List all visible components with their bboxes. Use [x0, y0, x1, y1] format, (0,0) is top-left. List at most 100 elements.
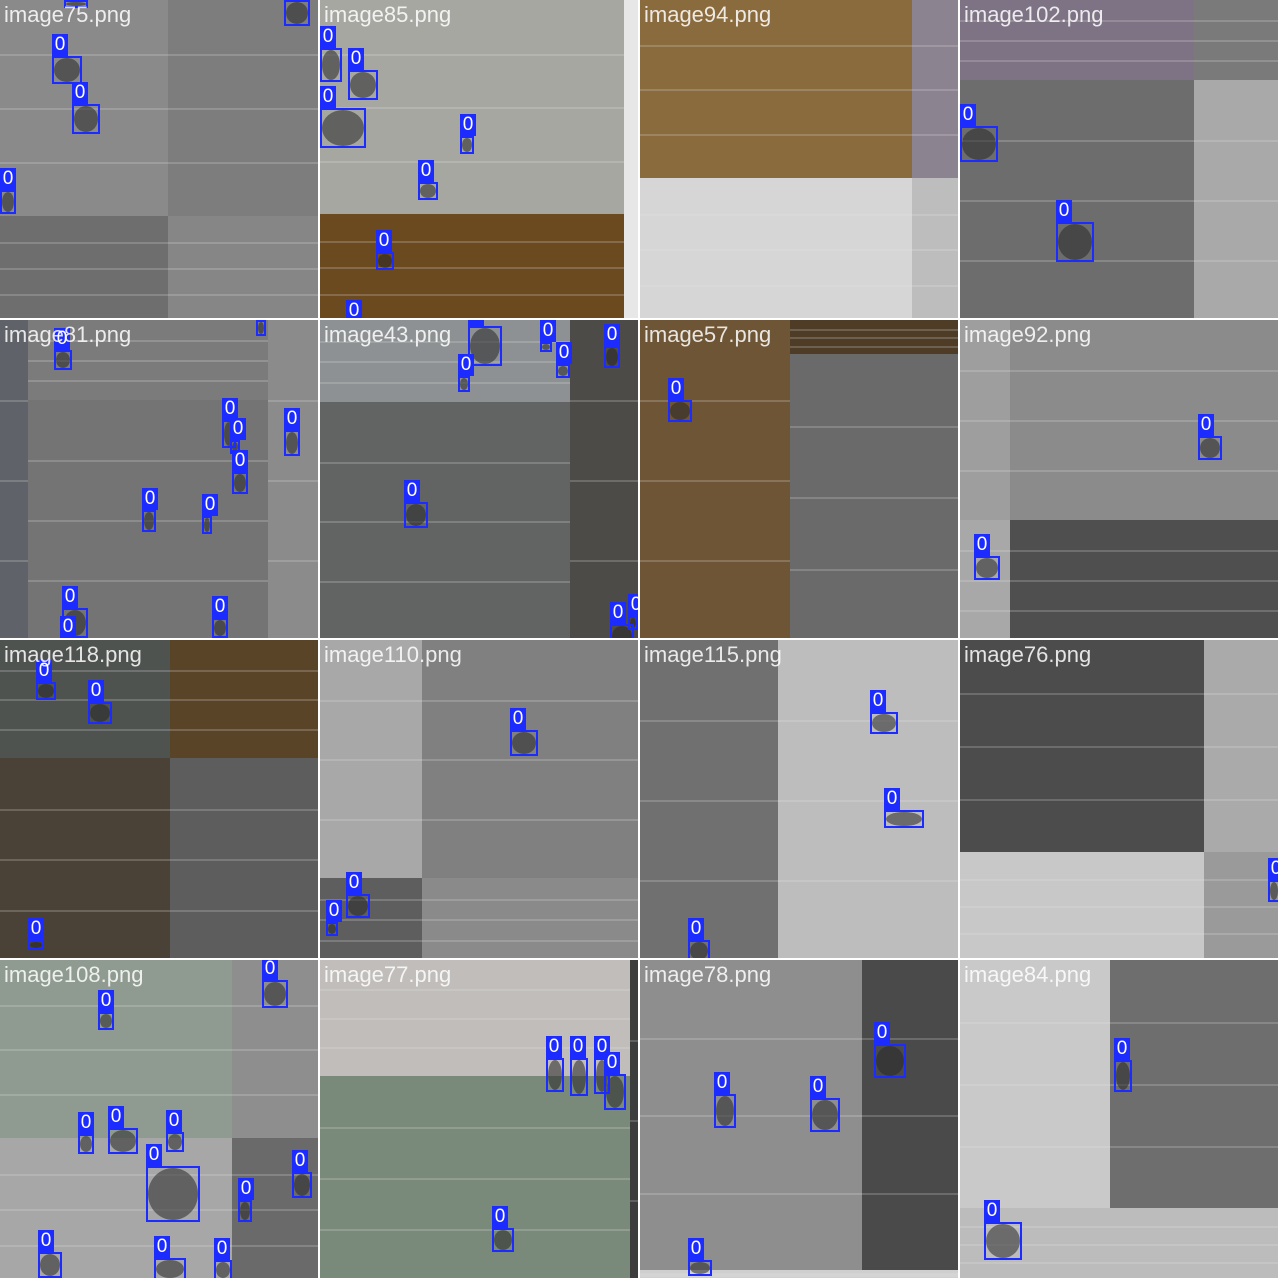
field-boundary: [640, 45, 912, 47]
class-label: 0: [60, 616, 76, 638]
class-label: 0: [546, 1036, 562, 1058]
class-label: 0: [232, 450, 248, 472]
field-boundary: [912, 214, 958, 216]
field-boundary: [960, 20, 1194, 22]
field-boundary: [0, 480, 28, 482]
field-boundary: [640, 560, 790, 562]
class-label: 0: [154, 1236, 170, 1258]
aerial-subimage: [422, 640, 638, 879]
field-boundary: [0, 294, 168, 296]
class-label: 0: [404, 480, 420, 502]
detection-box: 0: [166, 1110, 184, 1152]
field-boundary: [232, 1049, 318, 1051]
detection-box: 0: [376, 230, 394, 270]
mosaic-tile: image94.png: [640, 0, 958, 318]
class-label: 0: [604, 1052, 620, 1074]
tree-canopy: [2, 192, 14, 212]
detection-box: 0: [984, 1200, 1022, 1260]
class-label: 0: [346, 872, 362, 894]
tree-canopy: [690, 942, 708, 958]
field-boundary: [960, 200, 1194, 202]
field-boundary: [1110, 1022, 1278, 1024]
aerial-subimage: [862, 960, 958, 1271]
field-boundary: [0, 910, 170, 912]
tree-canopy: [38, 684, 54, 698]
class-label: 0: [1056, 200, 1072, 222]
field-boundary: [232, 1094, 318, 1096]
aerial-subimage: [320, 640, 423, 879]
detection-box: 0: [974, 534, 1000, 580]
aerial-subimage: [960, 0, 1195, 81]
class-label: 0: [28, 918, 44, 940]
detection-box: 0: [346, 872, 370, 918]
field-boundary: [912, 249, 958, 251]
field-boundary: [1194, 40, 1278, 42]
field-boundary: [0, 729, 170, 731]
class-label: 0: [714, 1072, 730, 1094]
field-boundary: [570, 400, 638, 402]
field-boundary: [170, 670, 318, 672]
tree-canopy: [542, 344, 550, 350]
tile-filename: image76.png: [964, 642, 1092, 667]
tree-canopy: [294, 1174, 310, 1196]
detection-box: 0: [874, 1022, 906, 1078]
detection-box: 0: [1056, 200, 1094, 262]
tile-filename: image43.png: [324, 322, 452, 347]
tree-canopy: [148, 1168, 198, 1220]
field-boundary: [960, 933, 1204, 935]
aerial-subimage: [624, 0, 638, 318]
tree-canopy: [572, 1060, 586, 1094]
field-boundary: [640, 400, 790, 402]
tile-filename: image84.png: [964, 962, 1092, 987]
tree-canopy: [606, 348, 618, 366]
detection-box: 0: [146, 1144, 200, 1222]
detection-box: 0: [238, 1178, 254, 1222]
field-boundary: [0, 1245, 232, 1247]
field-boundary: [28, 340, 268, 342]
field-boundary: [960, 370, 1010, 372]
field-boundary: [960, 799, 1204, 801]
field-boundary: [1194, 20, 1278, 22]
tree-canopy: [216, 1262, 230, 1278]
field-boundary: [960, 610, 1010, 612]
detection-box: 0: [884, 788, 924, 828]
field-boundary: [778, 800, 958, 802]
mosaic-tile: 0 0 0 0 0 0 0 0 0 0 0 image108.png: [0, 960, 318, 1278]
field-boundary: [320, 940, 422, 942]
field-boundary: [320, 341, 570, 343]
aerial-subimage: [960, 640, 1205, 853]
detection-box: 0: [1114, 1038, 1132, 1092]
field-boundary: [640, 720, 778, 722]
field-boundary: [170, 910, 318, 912]
field-boundary: [960, 1022, 1110, 1024]
aerial-subimage: [1010, 320, 1278, 521]
tree-canopy: [460, 378, 468, 390]
field-boundary: [862, 1115, 958, 1117]
mosaic-tile: 0 0 0 image110.png: [320, 640, 638, 958]
field-boundary: [268, 480, 318, 482]
aerial-subimage: [912, 0, 958, 179]
class-label: 0: [320, 26, 336, 48]
class-label: 0: [262, 960, 278, 980]
field-boundary: [862, 1038, 958, 1040]
detection-box: 0: [628, 594, 638, 630]
field-boundary: [1010, 470, 1278, 472]
aerial-subimage: [268, 320, 318, 638]
detection-box: 0: [688, 918, 710, 958]
detection-box: 0: [468, 320, 502, 366]
field-boundary: [640, 249, 912, 251]
class-label: 0: [1198, 414, 1214, 436]
field-boundary: [640, 480, 790, 482]
class-label: 0: [460, 114, 476, 136]
aerial-subimage: [960, 852, 1205, 958]
field-boundary: [320, 382, 570, 384]
field-boundary: [790, 569, 958, 571]
mosaic-tile: 0 0 0 0 0 0 0 image85.png: [320, 0, 638, 318]
field-boundary: [640, 1038, 862, 1040]
tree-canopy: [612, 626, 632, 638]
class-label: 0: [874, 1022, 890, 1044]
detection-box: 0: [38, 1230, 62, 1278]
class-label: 0: [142, 488, 158, 510]
detection-box: 0: [154, 1236, 186, 1278]
tree-canopy: [66, 2, 86, 6]
